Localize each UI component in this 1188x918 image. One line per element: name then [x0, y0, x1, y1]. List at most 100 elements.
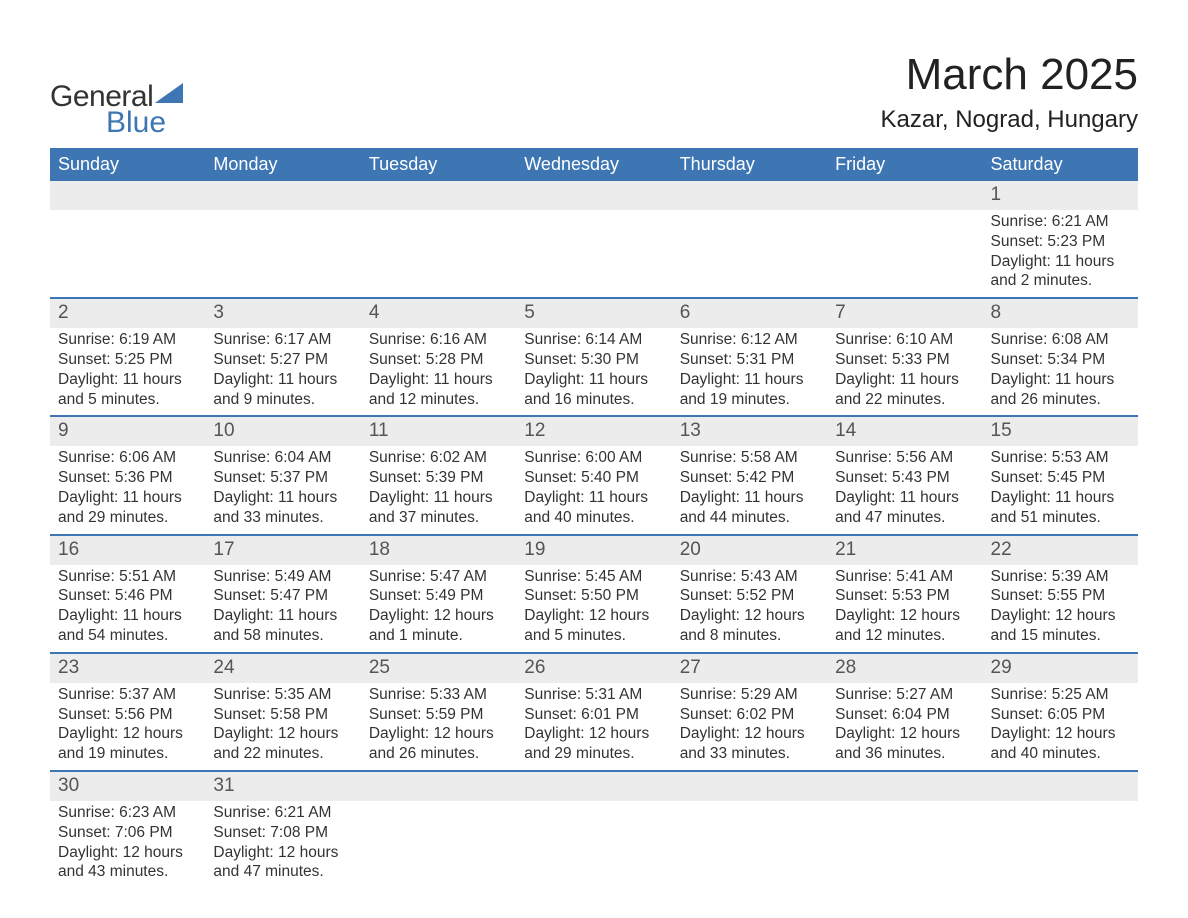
day-name: Friday	[827, 148, 982, 181]
day-number: 6	[672, 299, 827, 328]
day-details	[516, 801, 671, 829]
week-daynum-row: 3031	[50, 771, 1138, 801]
daylight-text: Daylight: 12 hours and 40 minutes.	[991, 724, 1130, 764]
day-details: Sunrise: 5:47 AMSunset: 5:49 PMDaylight:…	[361, 565, 516, 652]
day-num-cell: 11	[361, 416, 516, 446]
daylight-text: Daylight: 11 hours and 16 minutes.	[524, 370, 663, 410]
day-details-cell	[827, 801, 982, 888]
day-number: 25	[361, 654, 516, 683]
day-num-cell: 15	[983, 416, 1138, 446]
day-num-cell: 16	[50, 535, 205, 565]
sunrise-text: Sunrise: 5:41 AM	[835, 567, 974, 587]
sunset-text: Sunset: 5:58 PM	[213, 705, 352, 725]
sunrise-text: Sunrise: 5:47 AM	[369, 567, 508, 587]
daylight-text: Daylight: 12 hours and 26 minutes.	[369, 724, 508, 764]
daylight-text: Daylight: 12 hours and 1 minute.	[369, 606, 508, 646]
sunrise-text: Sunrise: 5:39 AM	[991, 567, 1130, 587]
day-num-cell: 28	[827, 653, 982, 683]
daylight-text: Daylight: 11 hours and 47 minutes.	[835, 488, 974, 528]
day-details-cell: Sunrise: 5:27 AMSunset: 6:04 PMDaylight:…	[827, 683, 982, 771]
day-details	[827, 210, 982, 238]
day-number: 17	[205, 536, 360, 565]
day-number: 16	[50, 536, 205, 565]
day-num-cell: 3	[205, 298, 360, 328]
week-daynum-row: 9101112131415	[50, 416, 1138, 446]
day-num-cell	[361, 771, 516, 801]
sunrise-text: Sunrise: 5:51 AM	[58, 567, 197, 587]
calendar-head: Sunday Monday Tuesday Wednesday Thursday…	[50, 148, 1138, 181]
day-num-cell	[205, 181, 360, 210]
day-details-cell	[516, 801, 671, 888]
sunrise-text: Sunrise: 5:45 AM	[524, 567, 663, 587]
day-details: Sunrise: 6:04 AMSunset: 5:37 PMDaylight:…	[205, 446, 360, 533]
day-details-cell: Sunrise: 5:45 AMSunset: 5:50 PMDaylight:…	[516, 565, 671, 653]
day-num-cell	[827, 181, 982, 210]
day-details: Sunrise: 5:35 AMSunset: 5:58 PMDaylight:…	[205, 683, 360, 770]
daylight-text: Daylight: 12 hours and 5 minutes.	[524, 606, 663, 646]
daylight-text: Daylight: 11 hours and 9 minutes.	[213, 370, 352, 410]
week-details-row: Sunrise: 5:51 AMSunset: 5:46 PMDaylight:…	[50, 565, 1138, 653]
day-num-cell: 6	[672, 298, 827, 328]
day-number: 2	[50, 299, 205, 328]
day-details: Sunrise: 5:29 AMSunset: 6:02 PMDaylight:…	[672, 683, 827, 770]
sunrise-text: Sunrise: 5:37 AM	[58, 685, 197, 705]
day-number: 29	[983, 654, 1138, 683]
daylight-text: Daylight: 12 hours and 36 minutes.	[835, 724, 974, 764]
day-number: 7	[827, 299, 982, 328]
day-details: Sunrise: 5:53 AMSunset: 5:45 PMDaylight:…	[983, 446, 1138, 533]
sunset-text: Sunset: 7:06 PM	[58, 823, 197, 843]
sunset-text: Sunset: 5:55 PM	[991, 586, 1130, 606]
day-details-cell	[361, 210, 516, 298]
day-num-cell: 12	[516, 416, 671, 446]
daylight-text: Daylight: 11 hours and 22 minutes.	[835, 370, 974, 410]
sunrise-text: Sunrise: 5:31 AM	[524, 685, 663, 705]
day-num-cell: 27	[672, 653, 827, 683]
day-number: 9	[50, 417, 205, 446]
day-number: 19	[516, 536, 671, 565]
day-number: 14	[827, 417, 982, 446]
daylight-text: Daylight: 12 hours and 43 minutes.	[58, 843, 197, 883]
day-num-cell: 22	[983, 535, 1138, 565]
sunset-text: Sunset: 5:33 PM	[835, 350, 974, 370]
day-details-cell: Sunrise: 5:33 AMSunset: 5:59 PMDaylight:…	[361, 683, 516, 771]
day-num-cell: 25	[361, 653, 516, 683]
day-details-cell: Sunrise: 5:53 AMSunset: 5:45 PMDaylight:…	[983, 446, 1138, 534]
day-details-cell: Sunrise: 5:58 AMSunset: 5:42 PMDaylight:…	[672, 446, 827, 534]
daylight-text: Daylight: 11 hours and 2 minutes.	[991, 252, 1130, 292]
day-details-cell: Sunrise: 5:56 AMSunset: 5:43 PMDaylight:…	[827, 446, 982, 534]
day-details: Sunrise: 6:16 AMSunset: 5:28 PMDaylight:…	[361, 328, 516, 415]
day-details-cell	[672, 210, 827, 298]
sunset-text: Sunset: 5:56 PM	[58, 705, 197, 725]
day-name: Tuesday	[361, 148, 516, 181]
day-num-cell	[516, 181, 671, 210]
daylight-text: Daylight: 11 hours and 12 minutes.	[369, 370, 508, 410]
day-number: 26	[516, 654, 671, 683]
week-details-row: Sunrise: 5:37 AMSunset: 5:56 PM Daylight:…	[50, 683, 1138, 771]
day-details: Sunrise: 6:06 AMSunset: 5:36 PMDaylight:…	[50, 446, 205, 533]
day-num-cell: 19	[516, 535, 671, 565]
day-details-cell: Sunrise: 6:21 AMSunset: 7:08 PMDaylight:…	[205, 801, 360, 888]
day-num-cell: 8	[983, 298, 1138, 328]
daylight-text: Daylight: 11 hours and 19 minutes.	[680, 370, 819, 410]
calendar-body: 1 Sunrise: 6:21 AMSunset: 5:23 PMDayligh…	[50, 181, 1138, 888]
sunrise-text: Sunrise: 6:14 AM	[524, 330, 663, 350]
day-num-cell: 20	[672, 535, 827, 565]
daylight-text: Daylight: 11 hours and 26 minutes.	[991, 370, 1130, 410]
sunset-text: Sunset: 5:27 PM	[213, 350, 352, 370]
day-details: Sunrise: 5:58 AMSunset: 5:42 PMDaylight:…	[672, 446, 827, 533]
sunset-text: Sunset: 5:42 PM	[680, 468, 819, 488]
day-details-cell: Sunrise: 6:19 AMSunset: 5:25 PMDaylight:…	[50, 328, 205, 416]
daylight-text: Daylight: 12 hours and 15 minutes.	[991, 606, 1130, 646]
day-number	[827, 772, 982, 801]
day-num-cell: 29	[983, 653, 1138, 683]
day-num-cell	[50, 181, 205, 210]
day-details: Sunrise: 5:39 AMSunset: 5:55 PMDaylight:…	[983, 565, 1138, 652]
day-details-cell: Sunrise: 5:25 AMSunset: 6:05 PMDaylight:…	[983, 683, 1138, 771]
day-details-cell: Sunrise: 5:37 AMSunset: 5:56 PMDaylight:…	[50, 683, 205, 771]
day-num-cell: 2	[50, 298, 205, 328]
day-details: Sunrise: 6:08 AMSunset: 5:34 PMDaylight:…	[983, 328, 1138, 415]
day-number: 11	[361, 417, 516, 446]
daylight-text: Daylight: 11 hours and 29 minutes.	[58, 488, 197, 528]
day-details-cell: Sunrise: 6:04 AMSunset: 5:37 PMDaylight:…	[205, 446, 360, 534]
topbar: General Blue March 2025 Kazar, Nograd, H…	[50, 50, 1138, 140]
